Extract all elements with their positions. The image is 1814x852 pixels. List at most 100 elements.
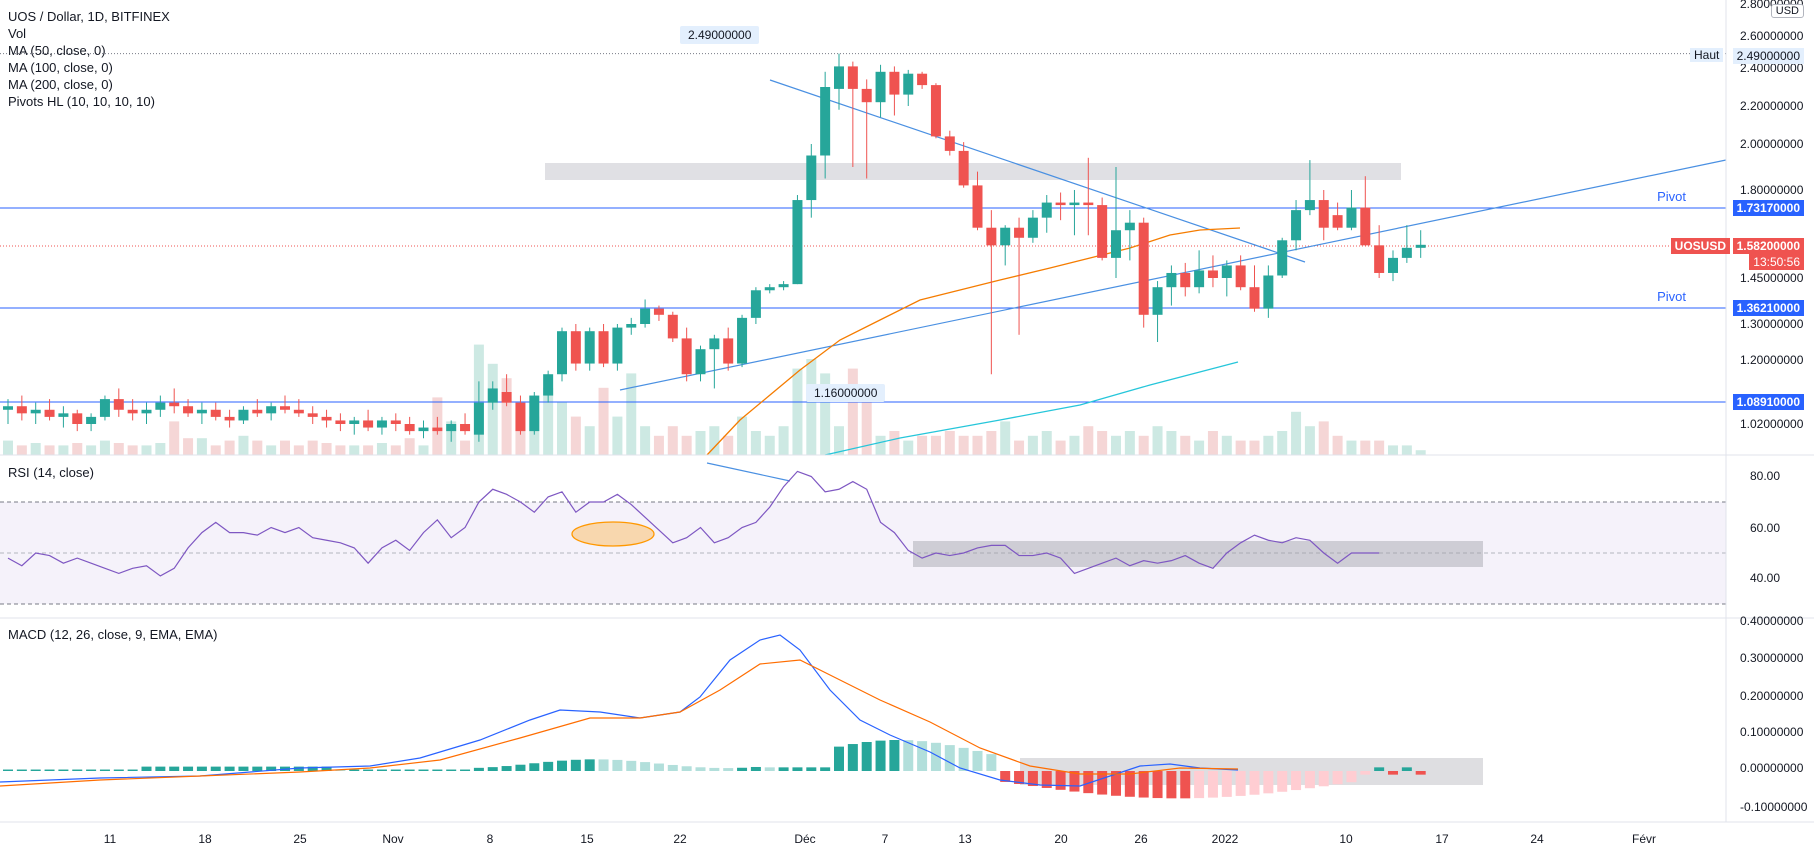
volume-bar xyxy=(986,431,997,455)
macd-histogram-bar xyxy=(695,767,706,771)
time-axis-label: 8 xyxy=(487,832,494,846)
countdown-tag: 13:50:56 xyxy=(1749,254,1804,270)
volume-bar xyxy=(750,431,761,455)
volume-bar xyxy=(1291,411,1302,455)
rsi-pane[interactable] xyxy=(0,462,1726,605)
volume-bar xyxy=(1152,426,1163,455)
pivot-low-tag: 1.36210000 xyxy=(1732,300,1804,316)
currency-badge[interactable]: USD xyxy=(1770,4,1804,18)
volume-bar xyxy=(44,445,55,455)
volume-bar xyxy=(861,402,872,455)
macd-histogram-bar xyxy=(806,767,817,771)
macd-histogram-bar xyxy=(723,768,734,771)
volume-bar xyxy=(917,435,928,455)
macd-histogram-bar xyxy=(972,750,983,771)
macd-histogram-bar xyxy=(1318,771,1329,787)
macd-histogram-bar xyxy=(113,769,124,771)
macd-histogram-bar xyxy=(529,763,540,771)
candle-body xyxy=(1360,207,1371,246)
candle-body xyxy=(404,424,415,432)
volume-bar xyxy=(349,445,360,455)
candle-body xyxy=(1401,247,1412,258)
macd-histogram-bar xyxy=(1194,771,1205,799)
volume-bar xyxy=(460,440,471,455)
volume-bar xyxy=(529,416,540,455)
macd-histogram-bar xyxy=(1097,771,1108,795)
macd-histogram-bar xyxy=(1111,771,1121,796)
candle-body xyxy=(1180,272,1191,288)
candle-body xyxy=(709,338,720,350)
macd-histogram-bar xyxy=(958,747,969,771)
candle-body xyxy=(1111,230,1121,258)
time-axis-label: 15 xyxy=(580,832,594,846)
macd-histogram-bar xyxy=(487,767,498,771)
macd-histogram-bar xyxy=(1360,771,1371,775)
candle-body xyxy=(972,185,983,228)
macd-pane[interactable] xyxy=(0,634,1483,799)
candle-body xyxy=(418,427,429,432)
volume-bar xyxy=(1083,426,1094,455)
volume-bar xyxy=(778,426,789,455)
macd-histogram-bar xyxy=(944,745,955,771)
macd-histogram-bar xyxy=(1180,771,1191,799)
macd-histogram-bar xyxy=(1055,771,1066,790)
volume-bar xyxy=(1055,440,1066,455)
volume-bar xyxy=(1097,431,1108,455)
time-axis-label: 2022 xyxy=(1212,832,1239,846)
candle-body xyxy=(653,308,664,315)
time-axis-label: 24 xyxy=(1530,832,1544,846)
macd-histogram-bar xyxy=(653,763,664,771)
macd-histogram-bar xyxy=(238,766,249,771)
candle-body xyxy=(487,388,498,403)
macd-histogram-bar xyxy=(875,740,886,771)
candle-body xyxy=(1263,275,1274,309)
candle-body xyxy=(252,409,263,414)
volume-bar xyxy=(1360,440,1371,455)
macd-histogram-bar xyxy=(99,769,110,771)
time-axis-label: 26 xyxy=(1134,832,1148,846)
volume-bar xyxy=(1180,435,1191,455)
macd-histogram-bar xyxy=(1291,771,1302,791)
volume-bar xyxy=(16,445,27,455)
candle-body xyxy=(58,413,69,417)
price-axis-tick: 2.00000000 xyxy=(1740,137,1804,151)
candle-body xyxy=(307,413,318,417)
symbol-tag: UOSUSD xyxy=(1670,238,1730,254)
time-axis-label: 11 xyxy=(104,832,117,846)
time-axis-label: 18 xyxy=(198,832,212,846)
legend-ma100: MA (100, close, 0) xyxy=(8,60,113,75)
volume-bar xyxy=(1304,426,1315,455)
macd-histogram-bar xyxy=(1166,771,1177,799)
rsi-line xyxy=(7,470,1380,577)
volume-bar xyxy=(1138,435,1149,455)
macd-histogram-bar xyxy=(3,769,13,771)
volume-bar xyxy=(958,435,969,455)
candle-body xyxy=(612,327,623,364)
rsi-axis-tick: 40.00 xyxy=(1750,571,1780,585)
macd-histogram-bar xyxy=(210,766,221,771)
macd-histogram-bar xyxy=(266,766,277,771)
macd-histogram-bar xyxy=(44,769,55,771)
volume-bar xyxy=(1111,435,1121,455)
price-axis-tick: 2.40000000 xyxy=(1740,61,1804,75)
macd-histogram-bar xyxy=(930,742,941,771)
macd-histogram-bar xyxy=(432,769,443,771)
volume-bar xyxy=(1415,450,1426,455)
candle-body xyxy=(529,395,540,432)
volume-bar xyxy=(307,440,318,455)
volume-bar xyxy=(667,426,678,455)
candle-body xyxy=(72,413,83,424)
candle-body xyxy=(543,374,554,396)
macd-histogram-bar xyxy=(155,766,166,771)
volume-bar xyxy=(1235,440,1246,455)
candle-body xyxy=(1194,270,1205,288)
haut-label: Haut xyxy=(1690,48,1724,62)
candle-body xyxy=(1041,202,1052,218)
price-pane[interactable] xyxy=(0,53,1727,456)
candle-body xyxy=(1374,245,1385,273)
macd-histogram-bar xyxy=(293,766,304,771)
macd-histogram-bar xyxy=(127,769,138,771)
pivot-high-tag: 1.73170000 xyxy=(1732,200,1804,216)
